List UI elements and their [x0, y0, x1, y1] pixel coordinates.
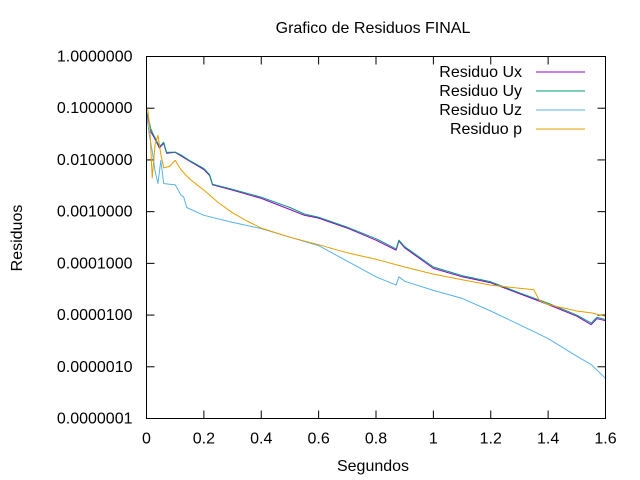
series-line-residuo-ux	[146, 113, 606, 326]
y-tick-label: 0.0010000	[57, 204, 133, 221]
x-tick-label: 0.4	[250, 431, 272, 448]
x-tick-label: 1.4	[537, 431, 559, 448]
y-tick-label: 0.0001000	[57, 255, 133, 272]
y-tick-label: 0.0000010	[57, 359, 133, 376]
x-tick-label: 1	[429, 431, 438, 448]
axis-ticks: 0 0.2 0.4 0.6 0.8 1 1.2 1.4 1.6 0.0000001 0.000001…	[57, 49, 617, 448]
y-tick-label: 1.0000000	[57, 49, 133, 66]
x-tick-label: 0	[142, 431, 151, 448]
x-tick-label: 1.2	[480, 431, 502, 448]
x-axis-title: Segundos	[337, 458, 409, 475]
series-line-residuo-uz	[146, 114, 606, 379]
legend-label-residuo-p: Residuo p	[450, 121, 522, 138]
y-axis-title: Residuos	[9, 205, 26, 272]
x-tick-label: 0.6	[308, 431, 330, 448]
y-tick-label: 0.0000001	[57, 411, 133, 428]
plot-frame	[146, 56, 606, 419]
y-tick-label: 0.0000100	[57, 307, 133, 324]
legend-label-residuo-uz: Residuo Uz	[439, 102, 522, 119]
y-tick-label: 0.1000000	[57, 100, 133, 117]
legend-label-residuo-ux: Residuo Ux	[439, 64, 522, 81]
x-tick-label: 0.2	[193, 431, 215, 448]
legend-label-residuo-uy: Residuo Uy	[439, 83, 522, 100]
chart-title: Grafico de Residuos FINAL	[276, 20, 471, 37]
y-tick-label: 0.0100000	[57, 152, 133, 169]
x-tick-label: 0.8	[365, 431, 387, 448]
series-line-residuo-uy	[146, 111, 606, 324]
legend: Residuo Ux Residuo Uy Residuo Uz Residuo p	[439, 64, 585, 138]
plot-lines	[146, 107, 606, 379]
series-line-residuo-p	[146, 107, 606, 317]
x-tick-label: 1.6	[594, 431, 616, 448]
